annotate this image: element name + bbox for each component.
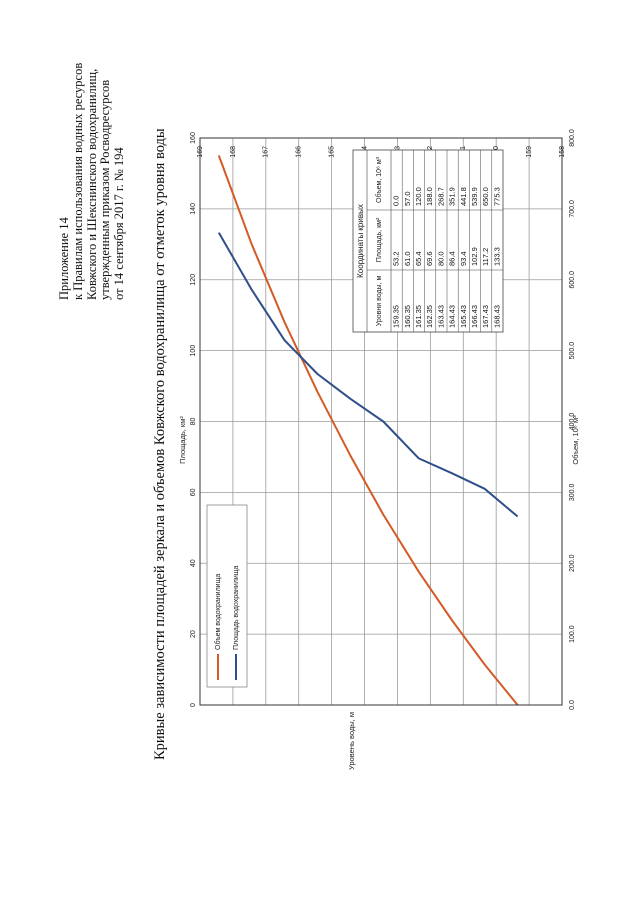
volume-line <box>217 155 519 706</box>
table-cell: 86.4 <box>448 251 457 266</box>
tick-label-volume: 400.0 <box>569 413 576 431</box>
axis-label-volume: Объем, 10⁶ м³ <box>571 415 580 465</box>
series-lines <box>217 155 519 706</box>
table-cell: 61.0 <box>403 251 412 266</box>
table-cell: 161.35 <box>414 305 423 328</box>
table-cell: 188.0 <box>425 187 434 206</box>
axis-labels: Площадь, км² Объем, 10⁶ м³ Уровень воды, м <box>178 415 580 770</box>
table-cell: 166.43 <box>470 305 479 328</box>
table-cell: 650.0 <box>481 187 490 206</box>
table-cell: 441.8 <box>459 187 468 206</box>
tick-label-level: 167 <box>263 146 270 158</box>
tick-label-area: 0 <box>190 703 197 707</box>
table-cell: 117.2 <box>481 248 490 266</box>
tick-label-volume: 800.0 <box>569 129 576 147</box>
table-cell: 159.35 <box>392 305 401 328</box>
axis-label-level: Уровень воды, м <box>347 712 356 770</box>
table-cell: 69.6 <box>425 251 434 266</box>
tick-label-area: 120 <box>190 274 197 286</box>
tick-label-volume: 600.0 <box>569 271 576 289</box>
tick-label-area: 140 <box>190 203 197 215</box>
table-header-cell: Площадь, км² <box>376 217 383 262</box>
axis-label-area: Площадь, км² <box>178 416 187 464</box>
table-header-cell: Объем, 10⁶ м³ <box>375 156 383 203</box>
area-line <box>217 232 519 518</box>
tick-label-level: 159 <box>526 146 533 158</box>
table-cell: 539.9 <box>470 187 479 206</box>
table-cell: 163.43 <box>436 305 445 328</box>
tick-label-area: 160 <box>190 132 197 144</box>
legend-box <box>206 504 248 688</box>
tick-label-level: 166 <box>296 146 303 158</box>
table-cell: 775.3 <box>492 187 501 206</box>
table-header-cell: Уровни воды, м <box>376 276 383 327</box>
tick-label-level: 168 <box>230 146 237 158</box>
table-cell: 167.43 <box>481 305 490 328</box>
table-cell: 65.4 <box>414 251 423 266</box>
table-cell: 80.0 <box>436 251 445 266</box>
tick-label-volume: 100.0 <box>569 625 576 643</box>
table-cell: 133.3 <box>492 247 501 266</box>
table-cell: 162.35 <box>425 305 434 328</box>
tick-label-level: 165 <box>328 146 335 158</box>
table-cell: 102.9 <box>470 247 479 266</box>
table-cell: 120.0 <box>414 187 423 206</box>
plot-frame <box>199 137 563 706</box>
table-cell: 57.0 <box>403 191 412 206</box>
plot-border <box>199 137 563 706</box>
table-cell: 93.4 <box>459 251 468 266</box>
table-border <box>352 149 504 333</box>
table-cell: 351.9 <box>448 187 457 206</box>
legend: Объем водохранилища Площадь водохранилища <box>206 504 248 688</box>
table-cell: 0.0 <box>392 196 401 206</box>
tick-label-area: 80 <box>190 418 197 426</box>
tick-label-area: 20 <box>190 630 197 638</box>
table-cell: 168.43 <box>492 305 501 328</box>
table-title: Координаты кривых <box>356 204 365 278</box>
table-cell: 165.43 <box>459 305 468 328</box>
tick-label-volume: 200.0 <box>569 554 576 572</box>
tick-label-area: 40 <box>190 559 197 567</box>
tick-label-volume: 0.0 <box>569 700 576 710</box>
table-cell: 268.7 <box>436 187 445 206</box>
tick-label-volume: 500.0 <box>569 342 576 360</box>
tick-label-area: 100 <box>190 345 197 357</box>
table-cell: 164.43 <box>448 305 457 328</box>
table-cell: 53.2 <box>392 251 401 266</box>
legend-label-area: Площадь водохранилища <box>233 565 240 650</box>
tick-label-level: 158 <box>559 146 566 158</box>
tick-label-area: 60 <box>190 488 197 496</box>
legend-label-volume: Объем водохранилища <box>214 574 222 650</box>
tick-label-volume: 700.0 <box>569 200 576 218</box>
tick-label-volume: 300.0 <box>569 484 576 502</box>
tick-label-level: 169 <box>197 146 204 158</box>
coordinates-table: Координаты кривых Объем, 10⁶ м³ Площадь, к… <box>352 149 504 333</box>
table-cell: 160.35 <box>403 305 412 328</box>
